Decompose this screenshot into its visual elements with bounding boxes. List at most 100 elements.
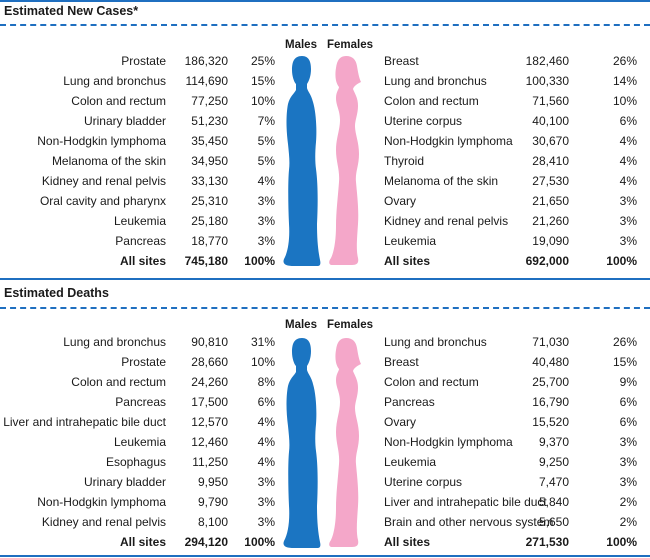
male-percent: 3% [257, 495, 275, 509]
female-count: 5,650 [538, 515, 569, 529]
male-site: Prostate [121, 355, 166, 369]
female-percent: 3% [619, 214, 637, 228]
female-site: Pancreas [384, 395, 435, 409]
male-count: 77,250 [191, 94, 228, 108]
male-percent: 4% [257, 174, 275, 188]
table-row: Prostate 186,320 25% Breast 182,460 26% [0, 51, 650, 71]
female-percent: 4% [619, 154, 637, 168]
female-total-count: 692,000 [525, 254, 569, 268]
totals-row: All sites 745,180 100% All sites 692,000… [0, 251, 650, 271]
male-total-count: 294,120 [184, 535, 228, 549]
female-site: Breast [384, 355, 419, 369]
section-rule [0, 278, 650, 280]
male-count: 25,180 [191, 214, 228, 228]
table-row: Pancreas 18,770 3% Leukemia 19,090 3% [0, 231, 650, 251]
female-percent: 2% [619, 495, 637, 509]
females-header: Females [327, 319, 374, 331]
table-row: Urinary bladder 51,230 7% Uterine corpus… [0, 111, 650, 131]
female-count: 30,670 [532, 134, 569, 148]
male-count: 35,450 [191, 134, 228, 148]
male-count: 34,950 [191, 154, 228, 168]
female-count: 40,480 [532, 355, 569, 369]
male-site: Urinary bladder [83, 114, 166, 128]
female-site: Leukemia [384, 455, 437, 469]
female-site: Kidney and renal pelvis [384, 214, 509, 228]
male-count: 11,250 [192, 455, 228, 469]
table-row: Non-Hodgkin lymphoma 9,790 3% Liver and … [0, 492, 650, 512]
section-divider [0, 307, 650, 309]
female-site: Leukemia [384, 234, 437, 248]
female-site: Ovary [384, 194, 417, 208]
female-percent: 14% [612, 74, 637, 88]
table-row: Melanoma of the skin 34,950 5% Thyroid 2… [0, 151, 650, 171]
female-count: 9,370 [538, 435, 569, 449]
table-row: Lung and bronchus 90,810 31% Lung and br… [0, 332, 650, 352]
male-percent: 4% [257, 455, 275, 469]
male-count: 33,130 [191, 174, 228, 188]
female-count: 100,330 [525, 74, 569, 88]
female-percent: 2% [619, 515, 637, 529]
female-count: 15,520 [532, 415, 569, 429]
male-site: Non-Hodgkin lymphoma [37, 495, 166, 509]
female-percent: 4% [619, 174, 637, 188]
section-divider [0, 24, 650, 26]
female-site: Breast [384, 54, 419, 68]
female-percent: 6% [619, 114, 637, 128]
female-percent: 3% [619, 435, 637, 449]
male-total-count: 745,180 [184, 254, 228, 268]
male-percent: 3% [257, 515, 275, 529]
bottom-rule [0, 555, 650, 557]
female-count: 182,460 [525, 54, 569, 68]
male-percent: 15% [250, 74, 275, 88]
male-percent: 7% [257, 114, 275, 128]
female-site: Lung and bronchus [384, 335, 487, 349]
female-total-percent: 100% [606, 535, 637, 549]
male-silhouette-icon [283, 56, 321, 266]
male-count: 186,320 [184, 54, 228, 68]
female-total-label: All sites [384, 535, 431, 549]
female-site: Non-Hodgkin lymphoma [384, 134, 513, 148]
male-site: Kidney and renal pelvis [41, 174, 166, 188]
male-site: Oral cavity and pharynx [39, 194, 166, 208]
male-site: Esophagus [105, 455, 166, 469]
male-count: 12,460 [191, 435, 228, 449]
section-title-deaths: Estimated Deaths [4, 286, 109, 300]
female-percent: 4% [619, 134, 637, 148]
table-row: Kidney and renal pelvis 33,130 4% Melano… [0, 171, 650, 191]
female-silhouette-icon [329, 338, 361, 547]
female-silhouette-icon [329, 56, 361, 265]
male-site: Lung and bronchus [63, 335, 166, 349]
male-percent: 3% [257, 475, 275, 489]
female-site: Uterine corpus [384, 475, 463, 489]
table-row: Esophagus 11,250 4% Leukemia 9,250 3% [0, 452, 650, 472]
female-site: Brain and other nervous system [384, 515, 554, 529]
male-site: Non-Hodgkin lymphoma [37, 134, 166, 148]
female-percent: 9% [619, 375, 637, 389]
male-total-percent: 100% [244, 254, 275, 268]
table-row: Non-Hodgkin lymphoma 35,450 5% Non-Hodgk… [0, 131, 650, 151]
female-count: 9,250 [538, 455, 569, 469]
male-site: Prostate [121, 54, 166, 68]
male-site: Liver and intrahepatic bile duct [3, 415, 166, 429]
male-percent: 10% [250, 355, 275, 369]
female-percent: 3% [619, 455, 637, 469]
female-percent: 10% [612, 94, 637, 108]
females-header: Females [327, 39, 374, 51]
male-site: Lung and bronchus [63, 74, 166, 88]
male-site: Colon and rectum [71, 94, 166, 108]
female-count: 71,560 [532, 94, 569, 108]
male-percent: 6% [257, 395, 275, 409]
female-count: 28,410 [532, 154, 569, 168]
male-percent: 8% [257, 375, 275, 389]
table-row: Leukemia 12,460 4% Non-Hodgkin lymphoma … [0, 432, 650, 452]
male-percent: 4% [257, 435, 275, 449]
male-site: Melanoma of the skin [51, 154, 166, 168]
female-count: 5,840 [538, 495, 569, 509]
female-percent: 3% [619, 234, 637, 248]
male-silhouette-icon [283, 338, 321, 548]
female-site: Lung and bronchus [384, 74, 487, 88]
male-percent: 3% [257, 234, 275, 248]
female-percent: 3% [619, 475, 637, 489]
males-header: Males [285, 39, 317, 51]
female-count: 27,530 [532, 174, 569, 188]
